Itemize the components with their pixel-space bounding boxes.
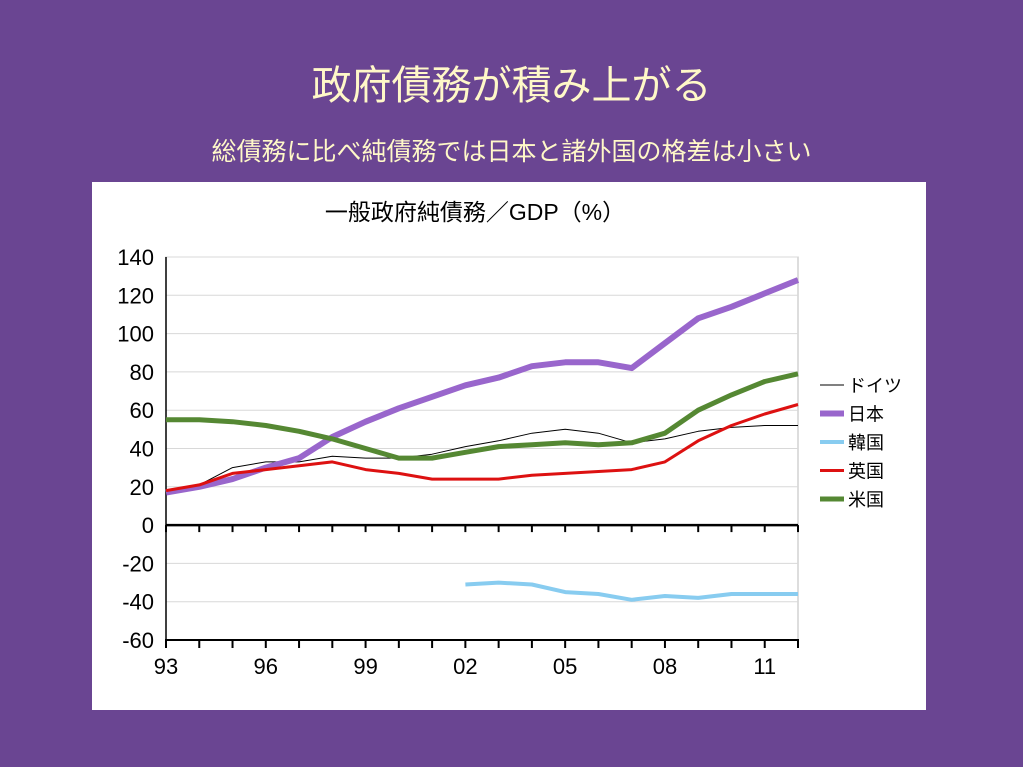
series-line-韓国 <box>465 580 798 602</box>
x-tick-label: 93 <box>154 654 178 679</box>
series-line-英国 <box>165 403 799 493</box>
y-tick-label: -60 <box>122 628 154 653</box>
x-tick-label: 11 <box>753 654 776 679</box>
y-tick-label: 80 <box>130 360 154 385</box>
y-tick-label: 20 <box>130 475 154 500</box>
series-line-日本 <box>165 277 800 496</box>
legend-label: 米国 <box>848 490 884 511</box>
legend-label: ドイツ <box>848 376 902 397</box>
y-tick-label: -20 <box>122 551 154 576</box>
series-line-ドイツ <box>165 425 798 492</box>
legend-label: 韓国 <box>848 433 884 454</box>
y-tick-label: 100 <box>117 322 154 347</box>
x-tick-label: 02 <box>453 654 477 679</box>
x-tick-label: 05 <box>553 654 577 679</box>
y-tick-label: 0 <box>142 513 154 538</box>
x-tick-label: 08 <box>653 654 677 679</box>
y-tick-label: 120 <box>117 283 154 308</box>
x-tick-label: 96 <box>254 654 278 679</box>
legend-label: 日本 <box>848 405 884 426</box>
slide-subtitle: 総債務に比べ純債務では日本と諸外国の格差は小さい <box>211 137 812 166</box>
series-line-米国 <box>166 371 799 461</box>
chart-panel: 一般政府純債務／GDP（%） 140 120 100 80 60 40 20 0 -20 -40 -… <box>92 182 926 710</box>
chart: 一般政府純債務／GDP（%） 140 120 100 80 60 40 20 0 -20 -40 -… <box>117 199 902 679</box>
x-tick-label: 99 <box>353 654 377 679</box>
chart-title: 一般政府純債務／GDP（%） <box>325 199 625 225</box>
y-tick-label: -40 <box>122 590 154 615</box>
y-tick-label: 140 <box>117 245 154 270</box>
y-tick-label: 40 <box>130 437 154 462</box>
legend-label: 英国 <box>848 462 884 483</box>
slide-title: 政府債務が積み上がる <box>311 63 712 109</box>
y-tick-label: 60 <box>130 398 154 423</box>
